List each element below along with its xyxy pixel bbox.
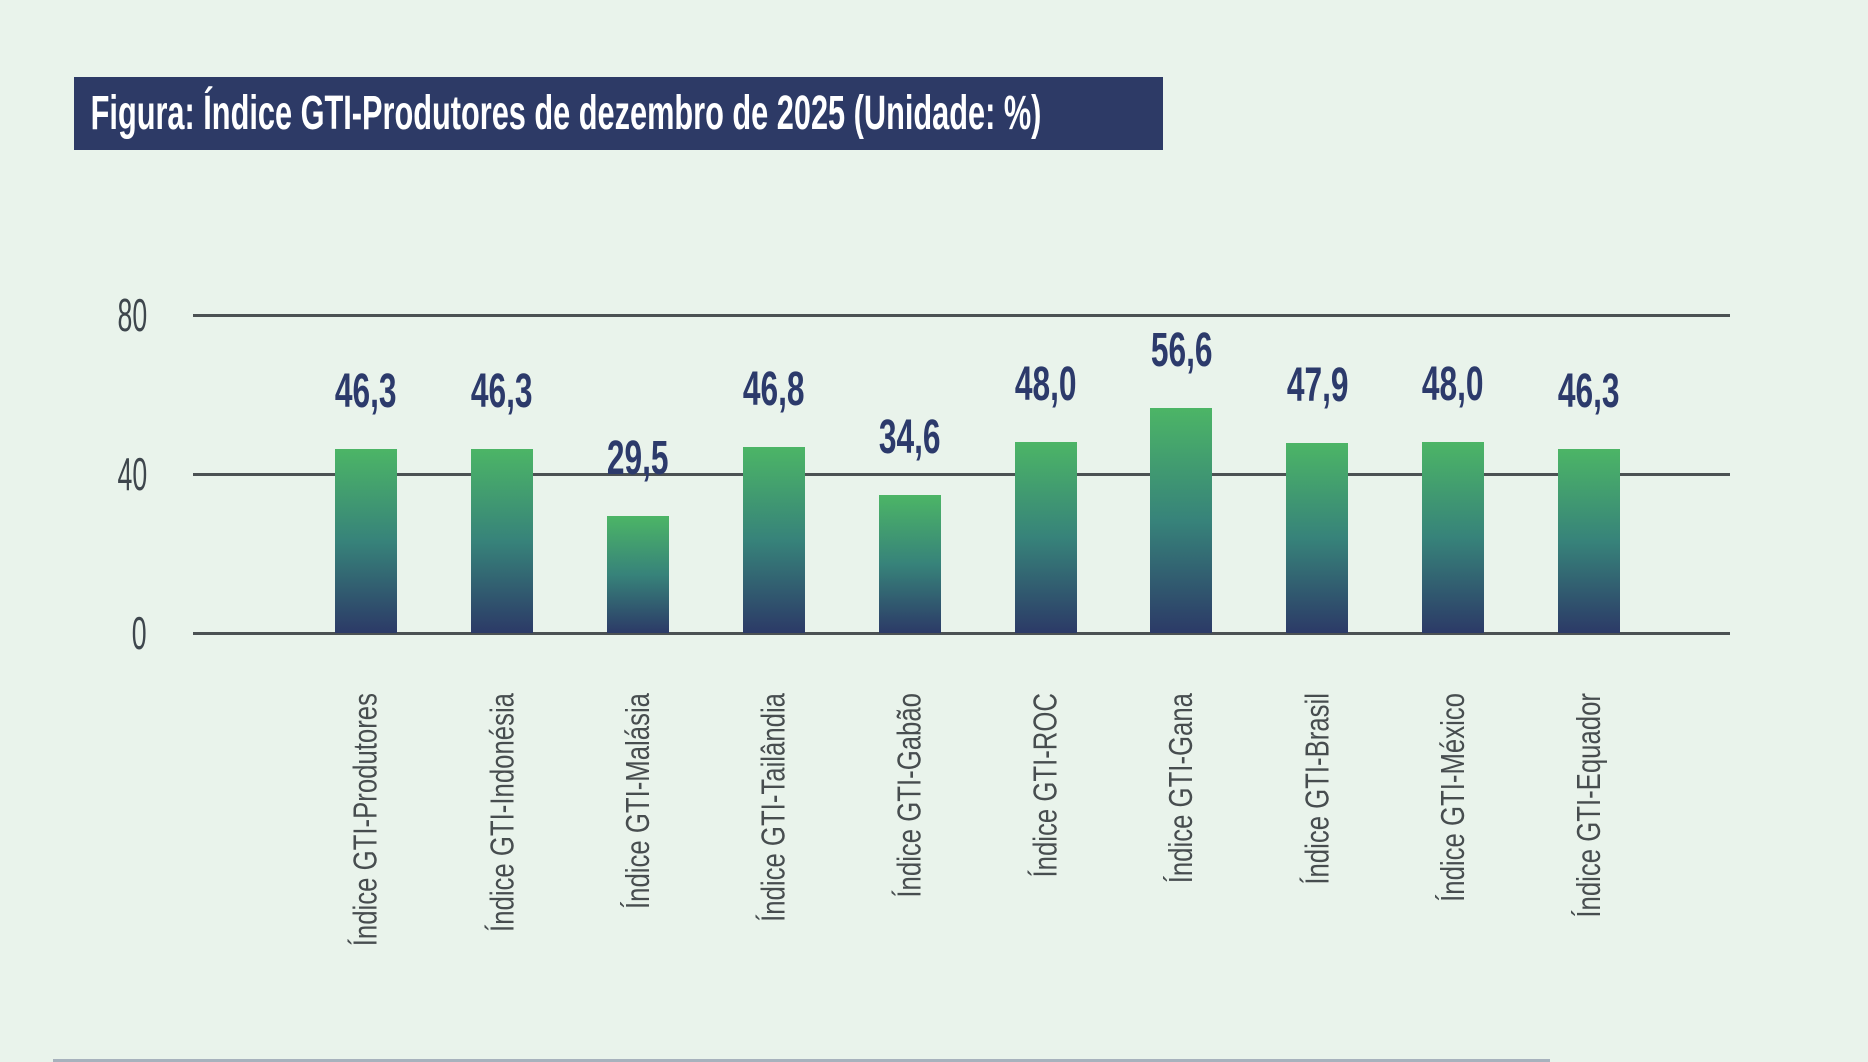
- bar-value-label: 56,6: [1106, 324, 1256, 377]
- bar-value-text: 29,5: [606, 431, 669, 485]
- bar: [606, 515, 669, 633]
- bar: [878, 495, 941, 633]
- bar-value-text: 48,0: [1014, 358, 1077, 412]
- bar-value-text: 46,3: [335, 364, 397, 418]
- bar-value-text: 46,3: [1558, 364, 1620, 418]
- bar-value-text: 56,6: [1150, 324, 1213, 377]
- y-axis-tick-label: 0: [0, 610, 147, 656]
- bar: [1150, 408, 1213, 633]
- y-axis-tick-label: 80: [0, 292, 147, 338]
- bar-value-label: 46,3: [291, 364, 441, 418]
- bar-value-label: 29,5: [563, 431, 713, 485]
- y-axis-tick-text: 80: [117, 289, 147, 341]
- gridline-y40: [193, 472, 1730, 476]
- bar: [1422, 442, 1485, 633]
- bar: [335, 448, 397, 633]
- bar-value-text: 47,9: [1286, 358, 1349, 412]
- bar: [742, 446, 805, 633]
- bar-value-label: 48,0: [971, 358, 1121, 412]
- x-axis-category-label: Índice GTI-Produtores: [347, 693, 384, 947]
- gridline-y0: [193, 631, 1730, 635]
- bar-value-label: 46,3: [1514, 364, 1664, 418]
- bar: [1286, 442, 1349, 633]
- bar-value-text: 34,6: [878, 411, 941, 465]
- y-axis-tick-text: 0: [132, 607, 147, 659]
- bar-value-text: 46,3: [471, 364, 533, 418]
- x-axis-category-label: Índice GTI-México: [1434, 693, 1472, 902]
- bar-value-text: 46,8: [742, 362, 805, 416]
- x-axis-category-label: Índice GTI-Gabão: [890, 693, 928, 898]
- x-axis-category-label: Índice GTI-ROC: [1026, 693, 1064, 878]
- bar-value-label: 47,9: [1242, 358, 1392, 412]
- gridline-y80: [193, 313, 1730, 317]
- bar-value-label: 46,8: [699, 362, 849, 416]
- y-axis-tick-text: 40: [117, 448, 147, 500]
- figure-title: Figura: Índice GTI-Produtores de dezembr…: [90, 87, 1042, 140]
- x-axis-category-label: Índice GTI-Gana: [1162, 693, 1200, 884]
- x-axis-category-label: Índice GTI-Tailândia: [754, 693, 792, 922]
- bar: [1558, 448, 1621, 633]
- x-axis-category-label: Índice GTI-Indonésia: [482, 693, 520, 932]
- next-section-banner-edge: [53, 1059, 1550, 1062]
- bar-value-label: 34,6: [835, 411, 985, 465]
- bar: [470, 448, 533, 633]
- bar-value-label: 48,0: [1378, 358, 1528, 412]
- figure-title-banner: Figura: Índice GTI-Produtores de dezembr…: [74, 77, 1163, 150]
- y-axis-tick-label: 40: [0, 451, 147, 497]
- x-axis-category-label: Índice GTI-Brasil: [1298, 693, 1336, 885]
- x-axis-category-label: Índice GTI-Equador: [1570, 693, 1608, 918]
- x-axis-category-label: Índice GTI-Malásia: [618, 693, 656, 910]
- bar-value-text: 48,0: [1422, 358, 1485, 412]
- bar-value-label: 46,3: [427, 364, 577, 418]
- bar: [1014, 442, 1077, 633]
